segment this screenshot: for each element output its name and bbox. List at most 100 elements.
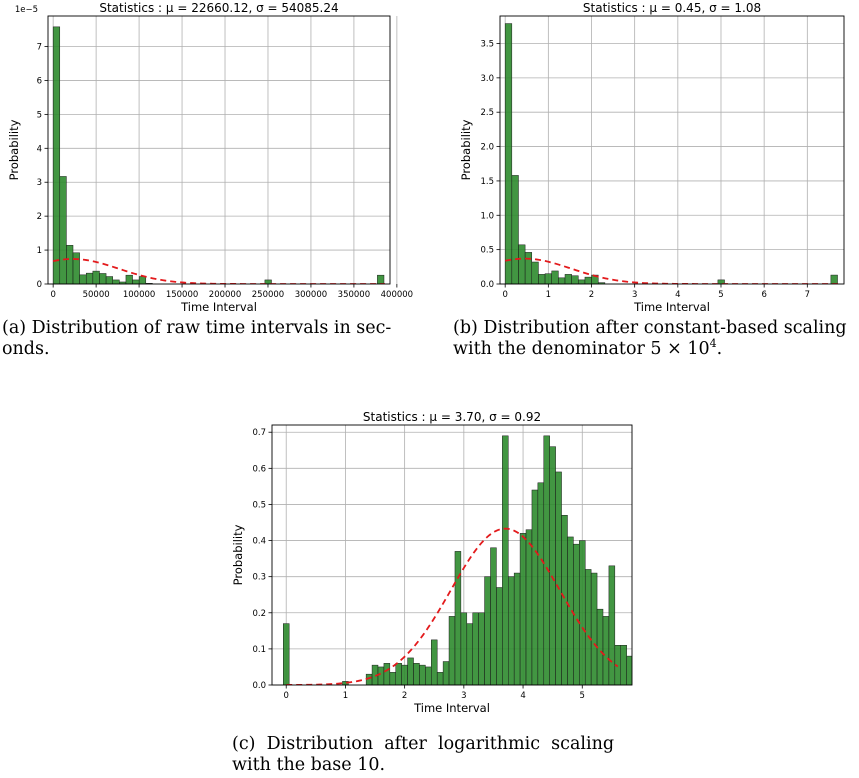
histogram-bar-a-13 bbox=[138, 276, 147, 284]
histogram-bar-c-43 bbox=[608, 565, 616, 685]
histogram-bar-c-40 bbox=[590, 572, 598, 685]
y-tick-label-c-2: 0.2 bbox=[252, 609, 266, 619]
histogram-bar-b-1 bbox=[511, 175, 519, 284]
plot-frame-c bbox=[271, 424, 633, 686]
histogram-bar-a-6 bbox=[92, 270, 100, 284]
histogram-bar-c-33 bbox=[549, 446, 556, 685]
caption-c-line2: with the base 10. bbox=[232, 755, 386, 775]
histogram-bar-c-48 bbox=[639, 537, 645, 685]
histogram-bar-a-8 bbox=[105, 276, 113, 284]
y-axis-offset-label-a: 1e−5 bbox=[15, 5, 38, 15]
y-tick-label-a-3: 3 bbox=[37, 178, 42, 188]
x-axis-label-c: Time Interval bbox=[413, 701, 490, 715]
y-tick-label-b-6: 3.0 bbox=[480, 74, 494, 84]
caption-b-line2-end: . bbox=[716, 339, 723, 359]
caption-b: (b) Distribution after constant-based sc… bbox=[453, 318, 859, 361]
caption-b-line1: (b) Distribution after constant-based sc… bbox=[453, 318, 847, 338]
histogram-bar-c-25 bbox=[502, 435, 509, 685]
histogram-bar-c-47 bbox=[633, 663, 639, 685]
histogram-chart-a: 0 50000 100000 150000 200000 250000 300000 3500… bbox=[7, 1, 413, 314]
x-tick-label-a-6: 300000 bbox=[295, 290, 327, 300]
x-tick-label-b-6: 6 bbox=[761, 290, 766, 300]
y-tick-label-b-7: 3.5 bbox=[480, 39, 494, 49]
histogram-bar-b-11 bbox=[578, 279, 586, 284]
caption-b-exponent: 4 bbox=[709, 337, 717, 350]
bars-b bbox=[504, 23, 838, 284]
histogram-bar-b-2 bbox=[518, 244, 526, 284]
x-tick-label-c-4: 4 bbox=[520, 691, 525, 701]
histogram-bar-b-4 bbox=[531, 261, 539, 284]
bars-a bbox=[52, 26, 385, 284]
x-axis-label-b: Time Interval bbox=[633, 300, 710, 314]
caption-a: (a) Distribution of raw time intervals i… bbox=[2, 318, 422, 360]
histogram-bar-a-4 bbox=[79, 274, 87, 284]
histogram-bar-b-9 bbox=[564, 274, 572, 284]
histogram-bar-a-9 bbox=[112, 279, 120, 284]
y-tick-label-a-5: 5 bbox=[37, 110, 42, 120]
histogram-bar-c-20 bbox=[472, 612, 479, 685]
gridlines-b bbox=[500, 16, 844, 285]
histogram-bar-c-8 bbox=[401, 664, 408, 685]
x-tick-label-a-0: 0 bbox=[50, 290, 55, 300]
x-tick-label-c-3: 3 bbox=[461, 691, 466, 701]
y-axis-label-c: Probability bbox=[231, 524, 245, 585]
histogram-bar-c-38 bbox=[579, 540, 586, 685]
histogram-bar-c-30 bbox=[531, 489, 539, 685]
normal-fit-curve-c bbox=[286, 527, 619, 685]
caption-a-line2: onds. bbox=[2, 339, 50, 359]
y-tick-label-a-1: 1 bbox=[37, 246, 42, 256]
histogram-bar-c-39 bbox=[584, 569, 592, 685]
histogram-bar-c-21 bbox=[478, 612, 485, 685]
histogram-bar-c-18 bbox=[460, 612, 468, 685]
histogram-bar-c-0 bbox=[283, 623, 290, 685]
caption-c-line1: (c) Distribution after logarithmic scali… bbox=[232, 734, 615, 754]
histogram-bar-c-50 bbox=[650, 624, 656, 685]
y-tick-label-c-7: 0.7 bbox=[252, 428, 266, 438]
y-tick-label-c-3: 0.3 bbox=[252, 573, 266, 583]
plot-frame-b bbox=[499, 15, 845, 285]
histogram-bar-b-16 bbox=[830, 274, 838, 284]
histogram-bar-b-5 bbox=[538, 274, 546, 284]
y-tick-label-b-4: 2.0 bbox=[480, 143, 494, 153]
y-tick-label-c-6: 0.6 bbox=[252, 464, 266, 474]
histogram-bar-a-5 bbox=[85, 272, 94, 284]
caption-b-line2: with the denominator 5 × 104. bbox=[453, 337, 859, 361]
histogram-bar-c-5 bbox=[383, 663, 391, 685]
histogram-bar-b-3 bbox=[524, 252, 533, 284]
histogram-bar-c-6 bbox=[389, 672, 397, 685]
y-tick-label-b-2: 1.0 bbox=[480, 211, 494, 221]
histogram-bar-c-26 bbox=[508, 576, 515, 685]
histogram-bar-c-22 bbox=[484, 576, 491, 685]
y-tick-label-b-5: 2.5 bbox=[480, 108, 494, 118]
x-tick-label-a-7: 350000 bbox=[338, 290, 370, 300]
chart-title-a: Statistics : μ = 22660.12, σ = 54085.24 bbox=[99, 1, 338, 15]
histogram-bar-b-6 bbox=[544, 273, 552, 284]
x-tick-label-b-3: 3 bbox=[632, 290, 637, 300]
x-tick-label-b-0: 0 bbox=[502, 290, 507, 300]
histogram-bar-c-11 bbox=[419, 664, 426, 685]
histogram-bar-a-2 bbox=[66, 245, 74, 284]
y-tick-label-a-4: 4 bbox=[37, 144, 42, 154]
histogram-bar-b-8 bbox=[558, 277, 566, 284]
histogram-bar-b-12 bbox=[584, 276, 592, 284]
histogram-bar-a-12 bbox=[132, 279, 140, 284]
x-tick-label-c-0: 0 bbox=[283, 691, 288, 701]
histogram-bar-c-17 bbox=[454, 551, 462, 685]
y-tick-label-a-0: 0 bbox=[37, 280, 42, 290]
histogram-bar-c-23 bbox=[490, 547, 497, 685]
x-tick-label-a-1: 50000 bbox=[83, 290, 110, 300]
histogram-bar-c-19 bbox=[466, 623, 473, 685]
x-tick-label-c-2: 2 bbox=[402, 691, 407, 701]
histogram-bar-c-12 bbox=[425, 666, 432, 685]
histogram-bar-c-13 bbox=[431, 639, 438, 685]
histogram-bar-c-10 bbox=[413, 663, 420, 685]
histogram-bar-c-27 bbox=[513, 572, 521, 685]
x-tick-label-b-5: 5 bbox=[718, 290, 723, 300]
caption-b-line2-text: with the denominator 5 × 10 bbox=[453, 339, 710, 359]
histogram-bar-a-11 bbox=[125, 274, 133, 284]
y-axis-label-b: Probability bbox=[459, 119, 473, 180]
x-tick-label-a-8: 400000 bbox=[381, 290, 413, 300]
histogram-bar-c-34 bbox=[555, 471, 562, 685]
y-tick-label-b-3: 1.5 bbox=[480, 177, 494, 187]
caption-a-line1: (a) Distribution of raw time intervals i… bbox=[2, 318, 392, 338]
